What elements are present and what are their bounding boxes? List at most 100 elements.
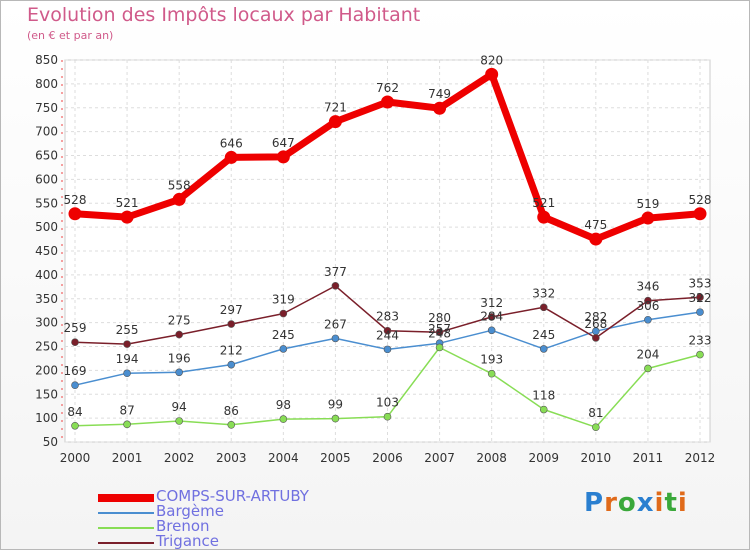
series-point	[644, 364, 652, 373]
data-label: 312	[480, 296, 503, 310]
legend-swatch	[98, 542, 154, 544]
series-point	[331, 282, 340, 290]
series-point	[381, 95, 394, 109]
series-point	[589, 232, 603, 246]
legend-swatch	[98, 512, 154, 514]
data-label: 267	[324, 317, 347, 331]
data-label: 118	[532, 389, 555, 403]
data-label: 283	[376, 310, 399, 324]
data-label: 98	[276, 398, 291, 412]
legend-label: COMPS-SUR-ARTUBY	[156, 487, 309, 505]
series-point	[331, 334, 340, 343]
x-tick-label: 2006	[372, 451, 403, 465]
data-label: 244	[376, 328, 399, 342]
series-point	[328, 115, 342, 129]
data-label: 319	[272, 293, 295, 307]
data-label: 646	[220, 136, 243, 150]
y-tick-label: 300	[35, 316, 58, 330]
series-point	[227, 360, 236, 369]
data-label: 346	[636, 280, 659, 294]
data-label: 194	[116, 352, 139, 366]
series-point	[435, 343, 444, 352]
legend-label: Bargème	[156, 502, 224, 520]
x-tick-label: 2008	[476, 451, 507, 465]
x-tick-label: 2003	[216, 451, 247, 465]
data-label: 204	[636, 347, 659, 361]
series-point	[71, 381, 79, 389]
data-label: 282	[584, 310, 607, 324]
data-label: 647	[272, 136, 295, 150]
brand-letter: x	[636, 488, 655, 518]
series-point	[383, 412, 392, 421]
series-point	[279, 345, 288, 353]
series-point	[123, 420, 131, 429]
y-tick-label: 500	[35, 220, 58, 234]
series-point	[227, 421, 236, 429]
data-label: 749	[428, 87, 451, 101]
series-point	[172, 192, 186, 206]
series-point	[539, 303, 548, 312]
y-tick-label: 100	[35, 411, 58, 425]
data-label: 257	[428, 322, 451, 336]
data-label: 475	[584, 218, 607, 232]
series-point	[539, 405, 548, 414]
series-point	[487, 326, 496, 335]
y-tick-label: 600	[35, 172, 58, 186]
series-point	[539, 345, 548, 353]
page-title: Evolution des Impôts locaux par Habitant	[27, 4, 421, 26]
series-point	[71, 421, 79, 430]
data-label: 86	[224, 404, 239, 418]
data-label: 233	[689, 334, 712, 348]
data-label: 245	[532, 328, 555, 342]
series-point	[537, 210, 551, 224]
series-point	[175, 417, 183, 425]
series-point	[279, 309, 288, 318]
data-label: 245	[272, 328, 295, 342]
series-point	[592, 334, 600, 342]
data-label: 322	[689, 291, 712, 305]
series-point	[123, 369, 131, 378]
data-label: 558	[168, 178, 191, 192]
x-tick-label: 2011	[633, 451, 664, 465]
series-point	[487, 313, 496, 321]
series-point	[592, 423, 600, 431]
data-label: 297	[220, 303, 243, 317]
y-tick-label: 700	[35, 125, 58, 139]
data-label: 519	[636, 197, 659, 211]
series-point	[331, 414, 340, 423]
series-point	[383, 345, 392, 354]
data-label: 762	[376, 81, 399, 95]
y-tick-label: 350	[35, 292, 58, 306]
x-tick-label: 2002	[164, 451, 195, 465]
data-label: 528	[64, 193, 87, 207]
data-label: 721	[324, 101, 347, 115]
x-tick-label: 2009	[528, 451, 559, 465]
series-point	[279, 415, 288, 423]
y-tick-label: 800	[35, 77, 58, 91]
series-point	[487, 369, 496, 378]
series-point	[224, 150, 238, 164]
data-label: 255	[116, 323, 139, 337]
series-point	[227, 320, 236, 328]
x-tick-label: 2010	[581, 451, 612, 465]
series-point	[693, 207, 707, 221]
series-point	[696, 350, 704, 359]
series-layer	[68, 67, 707, 431]
x-tick-label: 2004	[268, 451, 299, 465]
y-tick-label: 200	[35, 363, 58, 377]
brand-letter: r	[604, 488, 618, 518]
y-tick-label: 450	[35, 244, 58, 258]
legend-label: Trigance	[156, 532, 219, 550]
y-tick-label: 850	[35, 53, 58, 67]
series-point	[175, 368, 183, 377]
data-label: 81	[588, 406, 603, 420]
brand-letter: i	[677, 488, 688, 518]
y-tick-label: 400	[35, 268, 58, 282]
y-tick-label: 550	[35, 196, 58, 210]
brand-logo: Proxiti	[584, 488, 688, 518]
series-point	[696, 293, 704, 302]
series-point	[435, 328, 444, 336]
x-tick-label: 2000	[60, 451, 91, 465]
data-label: 275	[168, 314, 191, 328]
